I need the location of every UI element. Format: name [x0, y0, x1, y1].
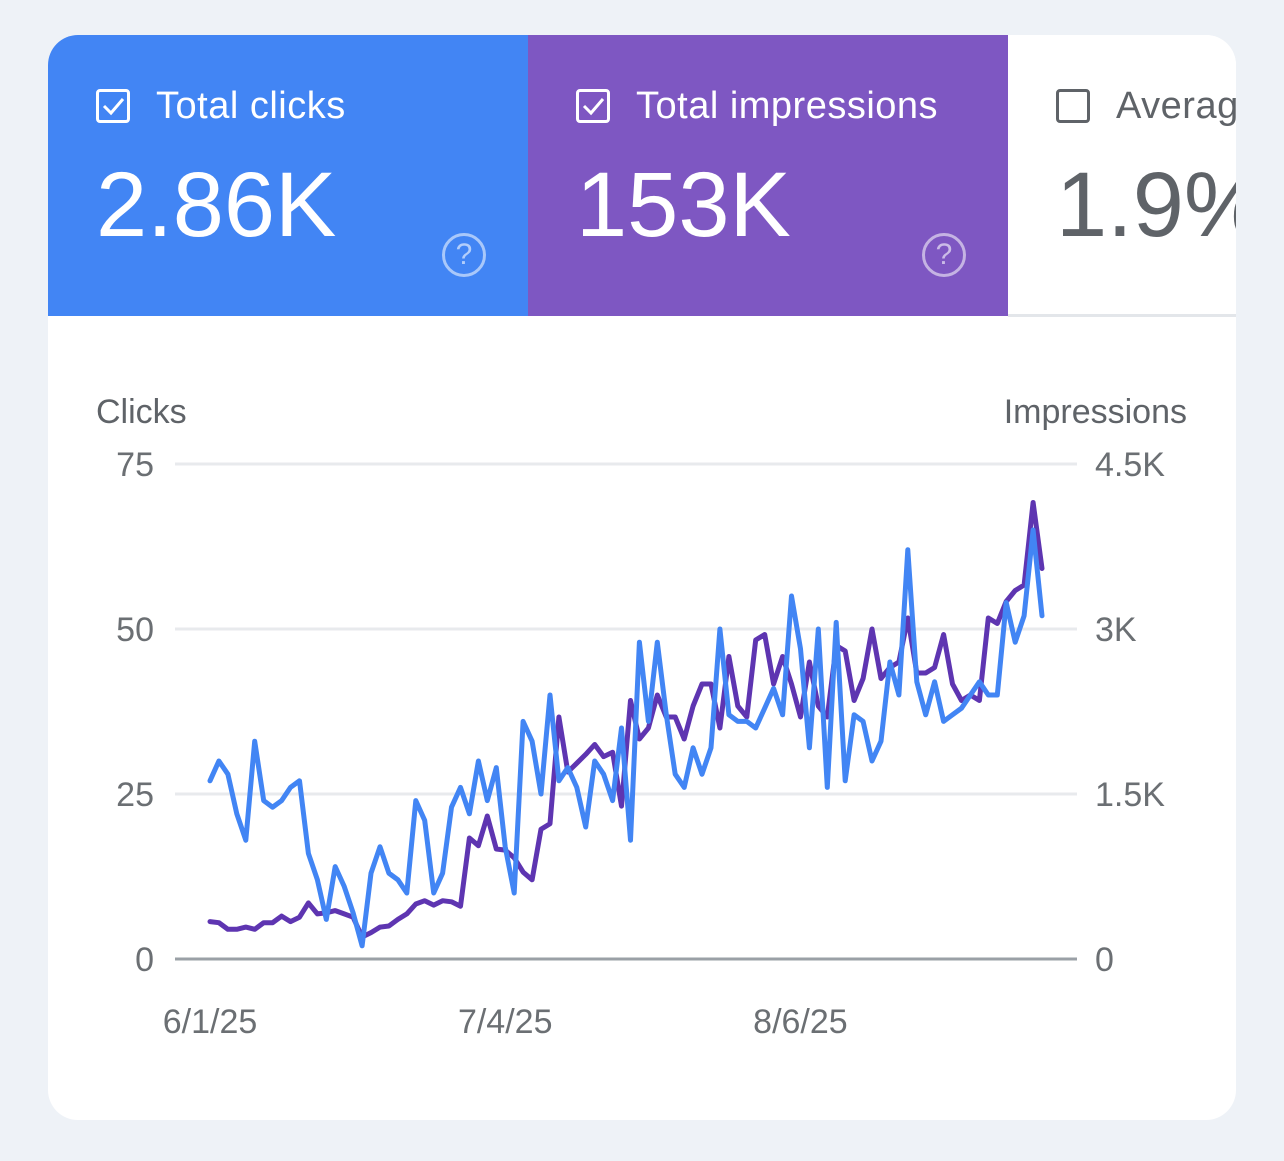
left-tick-label: 75: [116, 446, 154, 484]
right-tick-label: 4.5K: [1095, 446, 1165, 484]
ctr-value: 1.9%: [1056, 154, 1236, 256]
right-tick-label: 0: [1095, 941, 1114, 979]
impressions-value: 153K: [576, 154, 791, 256]
help-icon[interactable]: ?: [442, 233, 486, 277]
left-axis-title: Clicks: [96, 393, 187, 431]
x-tick-label: 6/1/25: [163, 1003, 258, 1041]
tile-divider: [1008, 314, 1236, 317]
impressions-checkbox[interactable]: [576, 89, 610, 123]
right-tick-label: 1.5K: [1095, 776, 1165, 814]
clicks-label: Total clicks: [156, 85, 346, 127]
line-chart: 0 0 25 1.5K 50 3K 75 4.5K 6/1/25 7/4/25 8/6/25: [116, 446, 1165, 1041]
clicks-checkbox[interactable]: [96, 89, 130, 123]
total-impressions-tile[interactable]: Total impressions 153K ?: [528, 35, 1008, 316]
right-axis-title: Impressions: [1003, 393, 1187, 431]
clicks-value: 2.86K: [96, 154, 337, 256]
performance-card: Total clicks 2.86K ? Total impressions 1…: [48, 35, 1236, 1120]
clicks-series-line: [207, 527, 1045, 949]
impressions-label: Total impressions: [636, 85, 939, 127]
checkmark-icon: [582, 98, 605, 116]
left-tick-label: 25: [116, 776, 154, 814]
average-ctr-tile[interactable]: Averag 1.9%: [1008, 35, 1236, 316]
checkmark-icon: [102, 98, 125, 116]
ctr-checkbox[interactable]: [1056, 89, 1090, 123]
left-tick-label: 0: [135, 941, 154, 979]
right-tick-label: 3K: [1095, 611, 1137, 649]
x-tick-label: 7/4/25: [458, 1003, 553, 1041]
x-tick-label: 8/6/25: [753, 1003, 848, 1041]
left-tick-label: 50: [116, 611, 154, 649]
ctr-label: Averag: [1116, 85, 1236, 127]
help-icon[interactable]: ?: [922, 233, 966, 277]
total-clicks-tile[interactable]: Total clicks 2.86K ?: [48, 35, 528, 316]
